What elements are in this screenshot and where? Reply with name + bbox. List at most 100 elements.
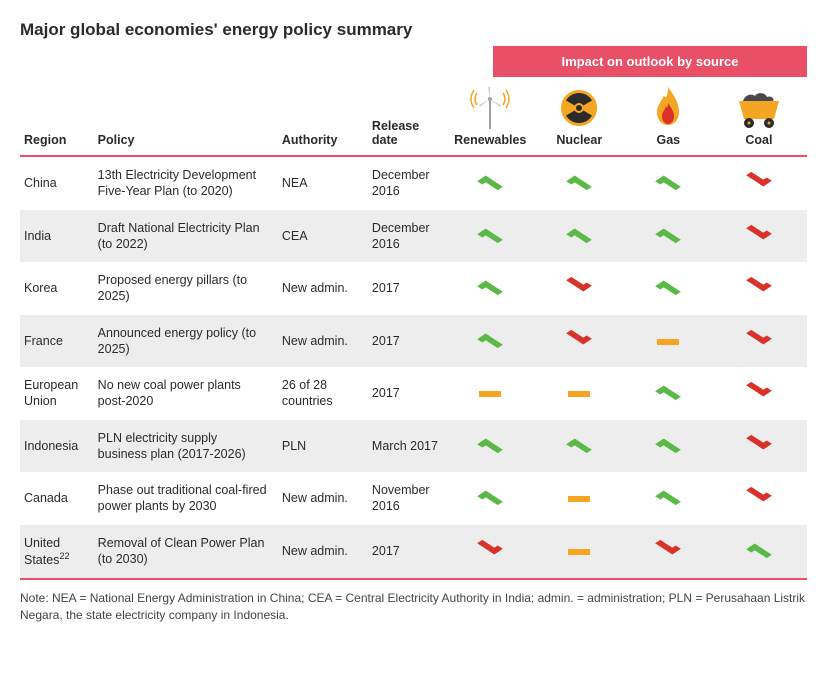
up-arrow-icon — [746, 544, 772, 561]
flat-bar-icon — [568, 391, 590, 397]
cell-release: 2017 — [368, 525, 448, 580]
cell-gas — [626, 420, 715, 473]
impact-banner: Impact on outlook by source — [493, 46, 807, 77]
cell-release: 2017 — [368, 315, 448, 368]
cell-coal — [715, 525, 807, 580]
cell-policy: Draft National Electricity Plan (to 2022… — [94, 210, 278, 263]
cell-region: China — [20, 156, 94, 210]
down-arrow-icon — [746, 170, 772, 187]
up-arrow-icon — [655, 176, 681, 193]
cell-release: March 2017 — [368, 420, 448, 473]
cell-release: 2017 — [368, 262, 448, 315]
cell-policy: Removal of Clean Power Plan (to 2030) — [94, 525, 278, 580]
up-arrow-icon — [477, 438, 503, 455]
cell-release: November 2016 — [368, 472, 448, 525]
cell-renewables — [448, 156, 537, 210]
col-nuclear-label: Nuclear — [556, 133, 602, 147]
cell-authority: New admin. — [278, 262, 368, 315]
cell-gas — [626, 156, 715, 210]
col-release: Release date — [368, 77, 448, 156]
col-coal-label: Coal — [745, 133, 772, 147]
flat-bar-icon — [479, 391, 501, 397]
table-row: European UnionNo new coal power plants p… — [20, 367, 807, 420]
cell-region: United States22 — [20, 525, 94, 580]
up-arrow-icon — [655, 281, 681, 298]
table-row: China13th Electricity Development Five-Y… — [20, 156, 807, 210]
down-arrow-icon — [746, 432, 772, 449]
down-arrow-icon — [655, 538, 681, 555]
down-arrow-icon — [566, 275, 592, 292]
down-arrow-icon — [746, 327, 772, 344]
cell-release: December 2016 — [368, 210, 448, 263]
cell-region: France — [20, 315, 94, 368]
table-row: IndonesiaPLN electricity supply business… — [20, 420, 807, 473]
cell-region: Indonesia — [20, 420, 94, 473]
up-arrow-icon — [477, 491, 503, 508]
up-arrow-icon — [655, 491, 681, 508]
down-arrow-icon — [746, 485, 772, 502]
cell-nuclear — [537, 210, 626, 263]
col-gas: Gas — [626, 77, 715, 156]
cell-renewables — [448, 315, 537, 368]
cell-coal — [715, 367, 807, 420]
cell-gas — [626, 315, 715, 368]
cell-authority: 26 of 28 countries — [278, 367, 368, 420]
cell-coal — [715, 420, 807, 473]
gas-flame-icon — [630, 83, 707, 129]
cell-policy: No new coal power plants post-2020 — [94, 367, 278, 420]
cell-policy: Proposed energy pillars (to 2025) — [94, 262, 278, 315]
col-renewables-label: Renewables — [454, 133, 526, 147]
up-arrow-icon — [566, 228, 592, 245]
page-title: Major global economies' energy policy su… — [20, 20, 807, 40]
cell-nuclear — [537, 525, 626, 580]
cell-authority: New admin. — [278, 525, 368, 580]
cell-coal — [715, 210, 807, 263]
cell-region: Canada — [20, 472, 94, 525]
policy-table: Region Policy Authority Release date — [20, 77, 807, 580]
cell-nuclear — [537, 315, 626, 368]
cell-coal — [715, 315, 807, 368]
cell-policy: Phase out traditional coal-fired power p… — [94, 472, 278, 525]
table-row: KoreaProposed energy pillars (to 2025)Ne… — [20, 262, 807, 315]
flat-bar-icon — [568, 549, 590, 555]
down-arrow-icon — [566, 327, 592, 344]
col-policy: Policy — [94, 77, 278, 156]
up-arrow-icon — [477, 228, 503, 245]
cell-policy: 13th Electricity Development Five-Year P… — [94, 156, 278, 210]
cell-policy: Announced energy policy (to 2025) — [94, 315, 278, 368]
cell-region: Korea — [20, 262, 94, 315]
cell-nuclear — [537, 156, 626, 210]
cell-renewables — [448, 472, 537, 525]
cell-gas — [626, 525, 715, 580]
up-arrow-icon — [477, 176, 503, 193]
cell-nuclear — [537, 367, 626, 420]
cell-renewables — [448, 420, 537, 473]
up-arrow-icon — [566, 176, 592, 193]
table-row: CanadaPhase out traditional coal-fired p… — [20, 472, 807, 525]
footnote: Note: NEA = National Energy Administrati… — [20, 590, 807, 624]
up-arrow-icon — [477, 281, 503, 298]
flat-bar-icon — [657, 339, 679, 345]
down-arrow-icon — [746, 222, 772, 239]
cell-authority: CEA — [278, 210, 368, 263]
cell-authority: New admin. — [278, 315, 368, 368]
cell-renewables — [448, 525, 537, 580]
wind-turbine-icon — [452, 83, 529, 129]
flat-bar-icon — [568, 496, 590, 502]
cell-gas — [626, 367, 715, 420]
cell-nuclear — [537, 262, 626, 315]
cell-nuclear — [537, 420, 626, 473]
up-arrow-icon — [655, 438, 681, 455]
col-renewables: Renewables — [448, 77, 537, 156]
cell-release: 2017 — [368, 367, 448, 420]
up-arrow-icon — [566, 438, 592, 455]
cell-coal — [715, 262, 807, 315]
cell-authority: NEA — [278, 156, 368, 210]
col-authority: Authority — [278, 77, 368, 156]
col-coal: Coal — [715, 77, 807, 156]
cell-region: India — [20, 210, 94, 263]
nuclear-icon — [541, 83, 618, 129]
cell-gas — [626, 210, 715, 263]
header-row: Region Policy Authority Release date — [20, 77, 807, 156]
cell-renewables — [448, 262, 537, 315]
